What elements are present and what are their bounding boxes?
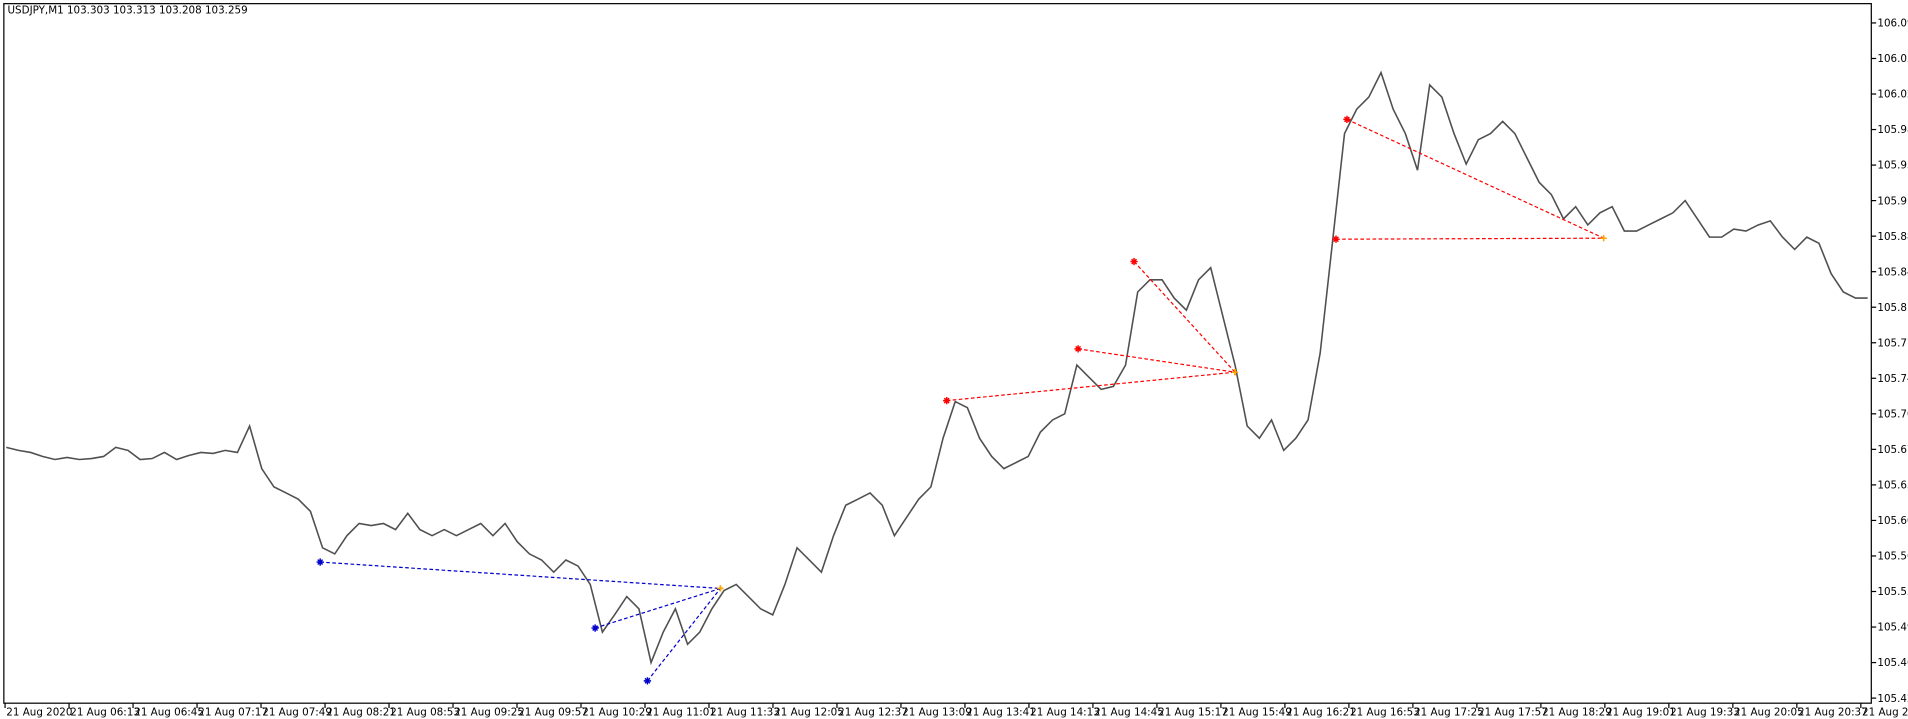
y-tick-label: 105.985 <box>1877 124 1908 136</box>
x-tick-label: 21 Aug 12:37 <box>838 706 908 718</box>
x-tick-label: 21 Aug 06:13 <box>70 706 140 718</box>
x-tick-label: 21 Aug 2020 <box>6 706 72 718</box>
trend-line <box>646 588 721 682</box>
x-tick-label: 21 Aug 19:33 <box>1670 706 1740 718</box>
x-tick-label: 21 Aug 11:33 <box>710 706 780 718</box>
start-marker <box>1332 235 1340 243</box>
y-tick-label: 106.055 <box>1877 53 1908 65</box>
y-tick-label: 105.670 <box>1877 444 1908 456</box>
y-tick-label: 105.740 <box>1877 373 1908 385</box>
start-marker <box>643 677 652 685</box>
y-tick-label: 105.495 <box>1877 622 1908 634</box>
x-tick-label: 21 Aug 15:17 <box>1158 706 1228 718</box>
y-tick-label: 106.020 <box>1877 89 1908 101</box>
x-tick-label: 21 Aug 08:21 <box>326 706 396 718</box>
x-tick-label: 21 Aug 20:37 <box>1798 706 1868 718</box>
start-marker <box>943 396 951 405</box>
x-tick-label: 21 Aug 17:25 <box>1414 706 1484 718</box>
x-tick-label: 21 Aug 16:21 <box>1286 706 1356 718</box>
y-tick-label: 105.530 <box>1877 586 1908 598</box>
x-tick-label: 21 Aug 09:25 <box>454 706 524 718</box>
trend-line <box>1346 118 1604 239</box>
y-tick-label: 105.635 <box>1877 480 1908 492</box>
x-tick-label: 21 Aug 18:29 <box>1542 706 1612 718</box>
start-marker <box>1343 115 1351 124</box>
x-tick-label: 21 Aug 12:05 <box>774 706 844 718</box>
end-marker <box>1231 369 1239 376</box>
start-marker <box>591 624 599 632</box>
x-tick-label: 21 Aug 07:49 <box>262 706 332 718</box>
start-marker <box>316 558 324 566</box>
trend-line <box>594 587 721 629</box>
x-tick-label: 21 Aug 14:45 <box>1094 706 1164 718</box>
y-tick-label: 105.705 <box>1877 408 1908 420</box>
end-marker <box>1600 235 1607 242</box>
x-tick-label: 21 Aug 16:53 <box>1350 706 1420 718</box>
y-tick-label: 105.425 <box>1877 693 1908 705</box>
y-tick-label: 105.950 <box>1877 160 1908 172</box>
y-tick-label: 105.600 <box>1877 515 1908 527</box>
x-tick-label: 21 Aug 14:13 <box>1030 706 1100 718</box>
y-tick-label: 105.775 <box>1877 337 1908 349</box>
x-tick-label: 21 Aug 09:57 <box>518 706 588 718</box>
y-tick-label: 105.460 <box>1877 657 1908 669</box>
x-tick-label: 21 Aug 15:49 <box>1222 706 1292 718</box>
chart-title: USDJPY,M1 103.303 103.313 103.208 103.25… <box>7 4 247 16</box>
x-tick-label: 21 Aug 13:09 <box>902 706 972 718</box>
y-tick-label: 105.845 <box>1877 266 1908 278</box>
x-tick-label: 21 Aug 06:45 <box>134 706 204 718</box>
y-tick-label: 105.915 <box>1877 195 1908 207</box>
y-tick-label: 105.880 <box>1877 231 1908 243</box>
plot-frame <box>3 3 1872 704</box>
x-tick-label: 21 Aug 21:0 <box>1862 706 1908 718</box>
start-marker <box>1074 345 1082 353</box>
trend-line <box>1078 348 1236 373</box>
x-tick-label: 21 Aug 08:53 <box>390 706 460 718</box>
x-tick-label: 21 Aug 10:29 <box>582 706 652 718</box>
x-tick-label: 21 Aug 11:01 <box>646 706 716 718</box>
y-tick-label: 106.090 <box>1877 18 1908 30</box>
trend-line <box>1336 237 1604 240</box>
x-tick-label: 21 Aug 20:05 <box>1734 706 1804 718</box>
x-tick-label: 21 Aug 07:17 <box>198 706 268 718</box>
x-tick-label: 21 Aug 13:41 <box>966 706 1036 718</box>
x-tick-label: 21 Aug 19:01 <box>1606 706 1676 718</box>
trend-line <box>1133 261 1236 373</box>
start-marker <box>1130 257 1138 266</box>
y-tick-label: 105.810 <box>1877 302 1908 314</box>
end-marker <box>717 585 724 592</box>
y-tick-label: 105.565 <box>1877 551 1908 563</box>
x-tick-label: 21 Aug 17:57 <box>1478 706 1548 718</box>
price-line <box>6 70 1868 666</box>
